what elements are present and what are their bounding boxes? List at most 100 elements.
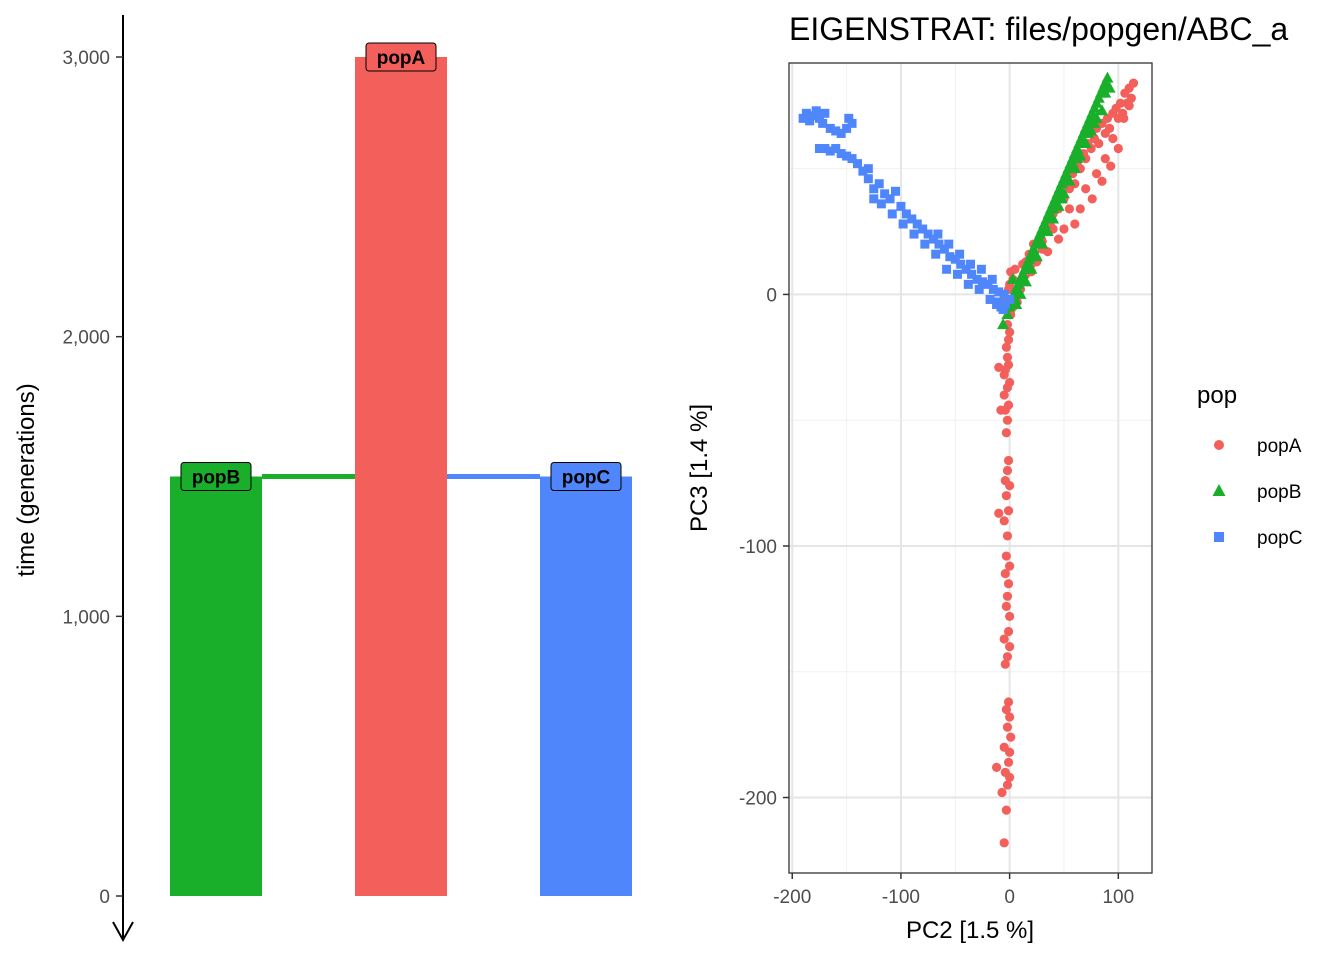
point-popC	[942, 264, 952, 274]
legend-key	[1212, 484, 1226, 496]
point-popC	[934, 239, 944, 249]
point-popA	[1000, 767, 1010, 777]
point-popA	[1005, 611, 1015, 622]
point-popC	[880, 189, 890, 199]
series-popC	[798, 106, 1015, 315]
point-popC	[985, 294, 995, 304]
point-popB	[1036, 237, 1049, 249]
pop-label-box	[180, 462, 252, 491]
point-popC	[901, 209, 911, 219]
point-popA	[997, 787, 1007, 798]
point-popC	[814, 113, 824, 123]
point-popA	[1001, 342, 1011, 352]
point-popC	[842, 123, 852, 133]
point-popA	[1002, 415, 1013, 425]
y-tick-label: -100	[739, 537, 777, 558]
point-popA	[999, 838, 1009, 848]
point-popB	[1101, 71, 1114, 83]
time-tick-label: 2,000	[62, 328, 110, 349]
legend-label: popC	[1257, 528, 1302, 549]
point-popA	[1100, 153, 1110, 164]
point-popC	[896, 201, 906, 211]
point-popC	[847, 154, 857, 164]
point-popA	[1000, 569, 1010, 579]
point-popA	[1002, 780, 1013, 790]
point-popA	[1124, 101, 1134, 111]
point-popA	[1113, 143, 1123, 154]
point-popC	[811, 106, 821, 116]
time-tick-label: 3,000	[62, 48, 110, 69]
point-popA	[1001, 491, 1011, 501]
pop-label-popC: popC	[550, 462, 622, 491]
point-popC	[863, 174, 873, 184]
point-popB	[1071, 152, 1084, 164]
point-popA	[1119, 113, 1129, 123]
point-popA	[1000, 659, 1010, 669]
population-tree-chart: 0 1,000 2,000 3,000 time (generations) popB…	[13, 15, 632, 943]
point-popA	[1001, 805, 1011, 815]
point-popC	[805, 116, 815, 126]
point-popB	[1014, 287, 1027, 299]
point-popB	[1103, 81, 1116, 93]
pop-label-text: popB	[192, 468, 241, 489]
point-popC	[998, 305, 1008, 315]
legend-key	[1214, 532, 1224, 542]
pca-scatter-chart: EIGENSTRAT: files/popgen/ABC_a -200 -100 0…	[686, 11, 1302, 944]
legend-label: popB	[1257, 482, 1301, 503]
time-axis-ticks: 0 1,000 2,000 3,000	[62, 48, 123, 908]
legend-item-popA: popA	[1214, 436, 1302, 457]
point-popA	[1003, 626, 1014, 637]
point-popC	[994, 287, 1004, 297]
point-popC	[863, 164, 873, 174]
point-popA	[1001, 704, 1011, 715]
point-popA	[1059, 224, 1069, 234]
point-popC	[885, 194, 895, 204]
legend: pop popA popB popC	[1197, 382, 1302, 549]
point-popA	[1105, 123, 1115, 134]
point-popC	[874, 179, 884, 189]
point-popA	[1043, 247, 1053, 257]
point-popA	[1000, 475, 1010, 486]
point-popA	[999, 742, 1009, 752]
point-popA	[1010, 264, 1020, 274]
point-popB	[1006, 272, 1019, 284]
point-popA	[999, 370, 1009, 380]
point-popA	[1003, 757, 1014, 767]
point-popA	[1097, 176, 1107, 186]
point-popB	[1047, 212, 1060, 224]
point-popC	[966, 259, 975, 269]
point-popA	[1126, 93, 1136, 103]
point-popA	[1005, 561, 1015, 571]
point-popA	[1001, 601, 1011, 611]
point-popB	[1063, 174, 1076, 186]
point-popC	[976, 264, 986, 274]
point-popC	[974, 284, 984, 294]
point-popC	[977, 277, 987, 287]
point-popA	[1002, 652, 1013, 662]
time-tick-label: 0	[99, 887, 110, 908]
point-popC	[852, 159, 862, 169]
point-popC	[869, 194, 879, 204]
point-popC	[1000, 299, 1010, 309]
point-popC	[858, 166, 868, 176]
pop-label-text: popC	[562, 468, 611, 489]
plot-panel-border	[788, 62, 1153, 874]
point-popA	[999, 516, 1009, 526]
time-tick-label: 1,000	[62, 607, 110, 628]
point-popA	[1005, 642, 1015, 652]
point-popB	[1079, 136, 1092, 148]
point-popB	[1030, 250, 1043, 262]
y-tick-label: 0	[766, 285, 777, 306]
point-popA	[1053, 234, 1064, 244]
series-popB	[997, 71, 1116, 330]
point-popA	[1002, 722, 1013, 732]
point-popA	[999, 634, 1009, 644]
point-popC	[831, 126, 841, 136]
legend-item-popC: popC	[1214, 528, 1302, 549]
point-popB	[1096, 104, 1109, 116]
pop-label-text: popA	[377, 48, 426, 69]
point-popB	[1010, 297, 1023, 309]
pop-label-box	[550, 462, 622, 491]
time-axis	[112, 15, 134, 943]
